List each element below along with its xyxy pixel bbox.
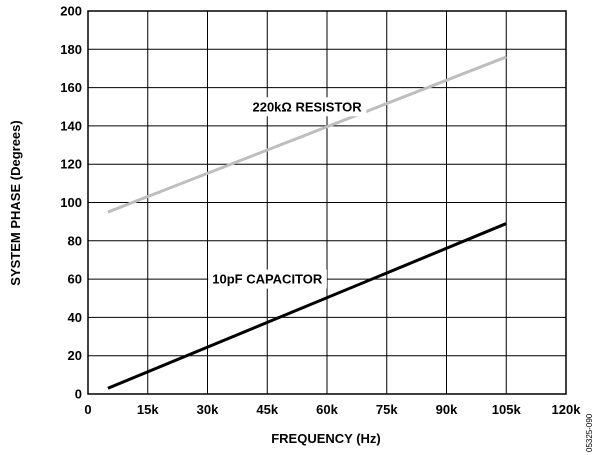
x-tick-label: 45k	[256, 402, 278, 417]
y-tick-label: 20	[68, 348, 82, 363]
series-label-text: 220kΩ RESISTOR	[252, 99, 362, 114]
x-tick-label: 90k	[436, 402, 458, 417]
x-tick-labels: 0 15k 30k 45k 60k 75k 90k 105k 120k	[84, 402, 581, 417]
grid	[87, 10, 567, 395]
plot-border	[87, 10, 567, 395]
x-tick-label: 0	[84, 402, 91, 417]
y-tick-label: 100	[60, 195, 82, 210]
y-tick-label: 200	[60, 4, 82, 19]
y-tick-labels: 0 20 40 60 80 100 120 140 160 180 200	[60, 4, 82, 402]
series-label-background	[208, 269, 327, 289]
series-label-text: 10pF CAPACITOR	[212, 272, 323, 287]
x-tick-label: 30k	[197, 402, 219, 417]
y-tick-label: 0	[75, 387, 82, 402]
y-tick-label: 40	[68, 310, 82, 325]
figure-id: 05325-090	[585, 413, 594, 452]
series-label-background	[248, 97, 367, 117]
y-tick-label: 180	[60, 42, 82, 57]
x-tick-label: 15k	[137, 402, 159, 417]
x-axis-title: FREQUENCY (Hz)	[271, 431, 381, 446]
series-label-2: 10pF CAPACITOR	[208, 269, 327, 289]
y-tick-label: 80	[68, 233, 82, 248]
y-tick-label: 160	[60, 80, 82, 95]
x-tick-label: 75k	[376, 402, 398, 417]
y-tick-label: 60	[68, 272, 82, 287]
series-line-2	[107, 222, 507, 390]
x-tick-label: 120k	[552, 402, 582, 417]
y-axis-title: SYSTEM PHASE (Degrees)	[8, 120, 23, 285]
x-tick-label: 105k	[492, 402, 522, 417]
plot-frame	[87, 10, 567, 395]
y-tick-label: 120	[60, 157, 82, 172]
series-labels: 220kΩ RESISTOR 10pF CAPACITOR	[208, 97, 367, 289]
series-label-1: 220kΩ RESISTOR	[248, 97, 367, 117]
series-lines	[107, 55, 507, 390]
x-tick-label: 60k	[316, 402, 338, 417]
y-tick-label: 140	[60, 118, 82, 133]
series-line-1	[107, 55, 507, 214]
